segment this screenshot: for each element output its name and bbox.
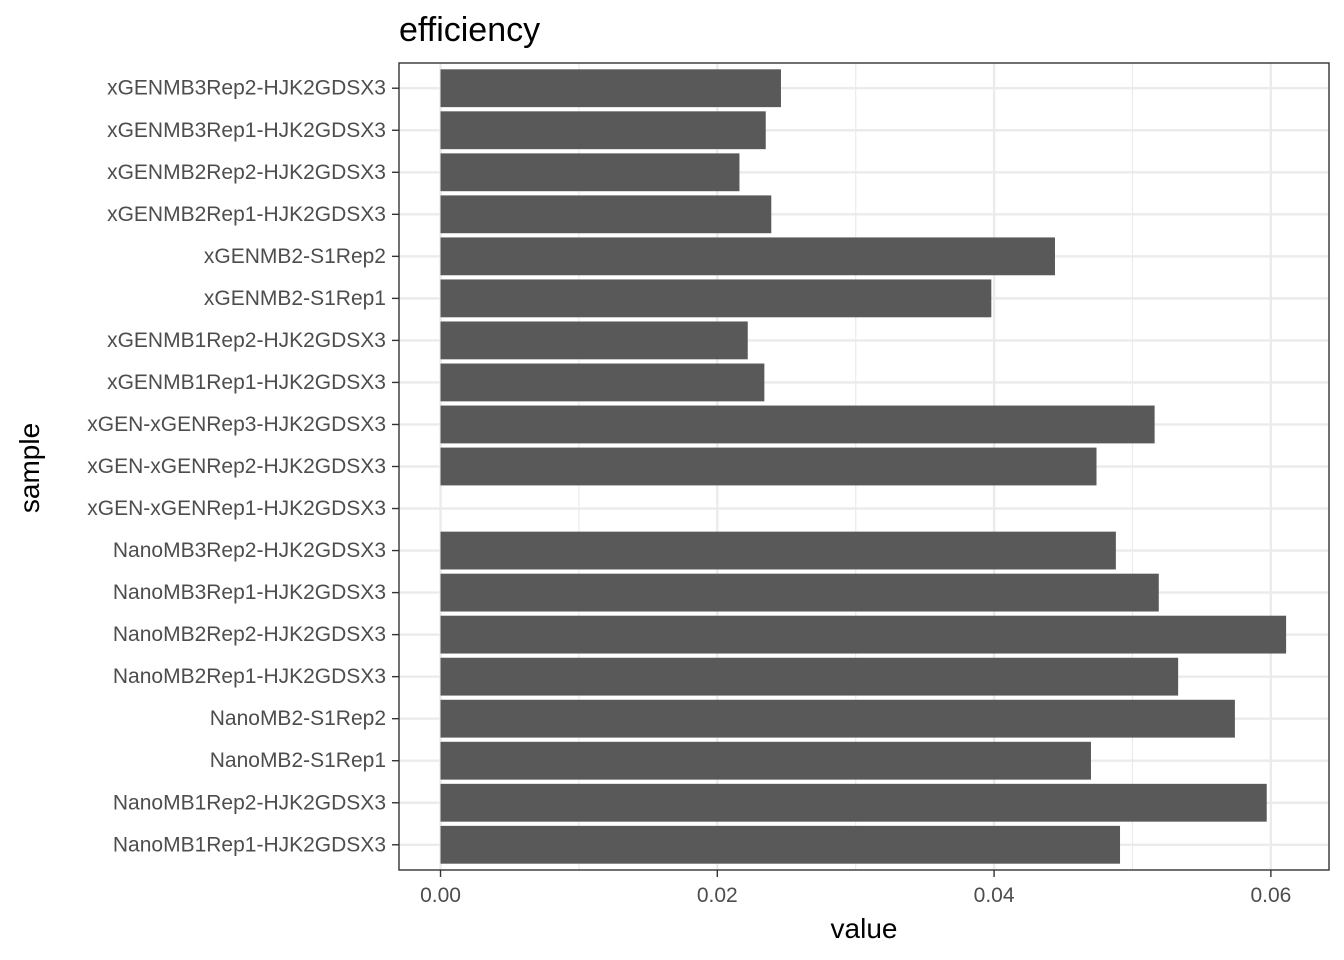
bar (440, 657, 1179, 696)
x-tick-label: 0.04 (974, 884, 1015, 907)
y-tick-label: xGENMB1Rep2-HJK2GDSX3 (107, 329, 386, 352)
bar (440, 111, 766, 150)
bar (440, 573, 1159, 612)
x-tick-label: 0.00 (420, 884, 461, 907)
y-axis: NanoMB1Rep1-HJK2GDSX3 NanoMB1Rep2-HJK2GDS… (87, 77, 399, 856)
y-tick-label: xGENMB2Rep2-HJK2GDSX3 (107, 161, 386, 184)
y-tick-label: NanoMB2Rep1-HJK2GDSX3 (113, 665, 386, 688)
bar (440, 363, 765, 402)
y-tick-label: NanoMB1Rep2-HJK2GDSX3 (113, 791, 386, 814)
y-tick-label: NanoMB1Rep1-HJK2GDSX3 (113, 833, 386, 856)
y-tick-label: NanoMB2Rep2-HJK2GDSX3 (113, 623, 386, 646)
y-tick-label: xGEN-xGENRep1-HJK2GDSX3 (87, 497, 386, 520)
y-tick-label: xGEN-xGENRep2-HJK2GDSX3 (87, 455, 386, 478)
bar (440, 69, 781, 108)
bar (440, 615, 1287, 654)
chart-title: efficiency (399, 11, 540, 49)
bar (440, 699, 1235, 738)
y-tick-label: xGENMB2Rep1-HJK2GDSX3 (107, 203, 386, 226)
bar (440, 531, 1116, 570)
x-tick-label: 0.06 (1250, 884, 1291, 907)
y-axis-title: sample (14, 423, 45, 513)
bar (440, 741, 1091, 780)
bar (440, 195, 772, 234)
bar (440, 237, 1055, 276)
bar (440, 447, 1097, 486)
y-tick-label: NanoMB2-S1Rep1 (210, 749, 386, 772)
x-axis: 0.00 0.02 0.04 0.06 (420, 870, 1291, 907)
y-tick-label: xGENMB3Rep2-HJK2GDSX3 (107, 77, 386, 100)
x-axis-title: value (831, 913, 898, 944)
bar (440, 825, 1121, 864)
y-tick-label: xGENMB1Rep1-HJK2GDSX3 (107, 371, 386, 394)
bar (440, 279, 992, 318)
y-tick-label: xGEN-xGENRep3-HJK2GDSX3 (87, 413, 386, 436)
bar (440, 153, 740, 192)
bar (440, 321, 748, 360)
y-tick-label: NanoMB3Rep2-HJK2GDSX3 (113, 539, 386, 562)
bar (440, 783, 1267, 822)
bars-group (440, 69, 1287, 864)
x-tick-label: 0.02 (697, 884, 738, 907)
bar (440, 405, 1155, 444)
y-tick-label: xGENMB2-S1Rep2 (204, 245, 386, 268)
y-tick-label: xGENMB3Rep1-HJK2GDSX3 (107, 119, 386, 142)
y-tick-label: xGENMB2-S1Rep1 (204, 287, 386, 310)
y-tick-label: NanoMB2-S1Rep2 (210, 707, 386, 730)
y-tick-label: NanoMB3Rep1-HJK2GDSX3 (113, 581, 386, 604)
